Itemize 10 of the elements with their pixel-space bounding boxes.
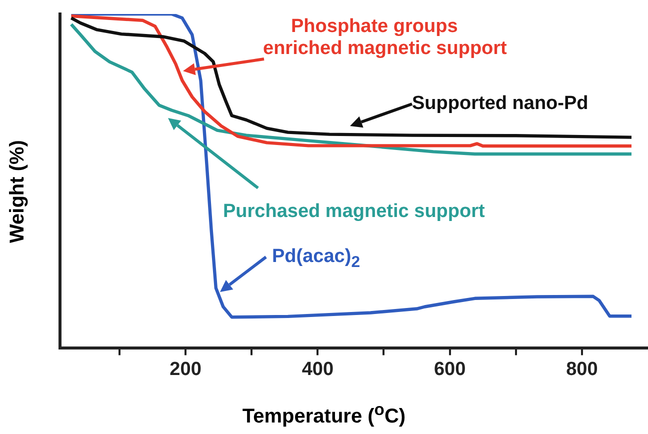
text: Purchased magnetic support [223,201,485,223]
y-axis-title: Weight (%) [6,139,30,245]
x-tick-label: 600 [434,358,466,380]
x-tick-label: 800 [566,358,598,380]
x-axis-title: Temperature ($^{o}$C) [241,400,407,429]
x-tick-label: 200 [170,358,202,380]
x-tick-label: 400 [302,358,334,380]
legend-label: Pd(acac)$_{2}$ [272,246,360,273]
text: Phosphate groups enriched magnetic support [263,16,508,60]
legend-label: Supported nano-Pd [412,93,588,115]
